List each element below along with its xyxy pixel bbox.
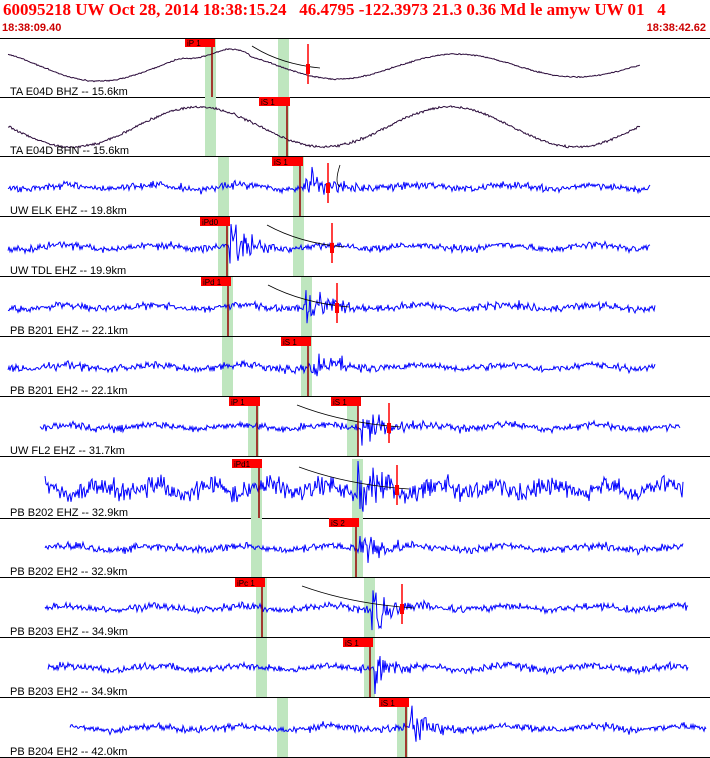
channel-label: UW TDL EHZ -- 19.9km bbox=[10, 265, 126, 277]
pick-label: iP 1 bbox=[231, 398, 245, 407]
pick-label: iPc 1 bbox=[237, 579, 255, 588]
pick-label: iS 1 bbox=[274, 158, 288, 167]
pick-box bbox=[259, 97, 290, 106]
amplitude-marker bbox=[387, 423, 391, 433]
pick-label: iP 1 bbox=[187, 39, 201, 48]
pick-box bbox=[331, 397, 361, 406]
event-title: 60095218 UW Oct 28, 2014 18:38:15.24 46.… bbox=[3, 0, 666, 19]
pick-box bbox=[329, 518, 359, 527]
trace-waveform bbox=[7, 224, 651, 264]
start-time: 18:38:09.40 bbox=[2, 22, 62, 34]
pick-label: iS 1 bbox=[283, 338, 297, 347]
amplitude-marker bbox=[330, 243, 334, 253]
pick-window bbox=[397, 698, 408, 758]
pick-box bbox=[232, 459, 262, 468]
moveout-curve bbox=[267, 284, 350, 308]
pick-window bbox=[205, 97, 216, 157]
pick-window bbox=[205, 38, 216, 98]
amplitude-marker bbox=[306, 64, 310, 74]
channel-label: UW ELK EHZ -- 19.8km bbox=[10, 205, 127, 217]
trace-waveform bbox=[69, 705, 707, 742]
channel-label: PB B201 EHZ -- 22.1km bbox=[10, 325, 128, 337]
pick-label: iS 1 bbox=[261, 98, 275, 107]
pick-label: iS 1 bbox=[333, 398, 347, 407]
header-bar: 60095218 UW Oct 28, 2014 18:38:15.24 46.… bbox=[0, 0, 710, 38]
pick-box bbox=[200, 217, 230, 226]
trace-waveform bbox=[44, 590, 689, 631]
trace-waveform bbox=[47, 655, 689, 695]
moveout-curve bbox=[251, 45, 321, 69]
channel-label: PB B201 EH2 -- 22.1km bbox=[10, 385, 127, 397]
pick-window bbox=[364, 578, 375, 638]
amplitude-marker bbox=[395, 485, 399, 495]
pick-label: iS 1 bbox=[381, 699, 395, 708]
channel-label: PB B204 EH2 -- 42.0km bbox=[10, 746, 127, 758]
pick-window bbox=[251, 459, 262, 519]
pick-box bbox=[272, 157, 303, 166]
trace-waveform bbox=[7, 290, 656, 324]
trace-waveform bbox=[39, 414, 681, 446]
pick-window bbox=[293, 217, 304, 277]
pick-label: iPd 1 bbox=[203, 278, 222, 287]
trace-waveform bbox=[44, 535, 684, 563]
pick-label: iPd1 bbox=[234, 460, 251, 469]
trace-waveform bbox=[7, 105, 641, 149]
pick-label: iPd0 bbox=[202, 218, 219, 227]
pick-window bbox=[218, 217, 229, 277]
trace-waveform bbox=[7, 166, 651, 195]
trace-waveform bbox=[7, 353, 656, 377]
moveout-curve bbox=[301, 585, 415, 609]
pick-window bbox=[251, 518, 262, 578]
pick-window bbox=[278, 97, 289, 157]
pick-box bbox=[379, 698, 409, 707]
channel-label: TA E04D BHN -- 15.6km bbox=[10, 145, 129, 157]
trace-waveform bbox=[7, 48, 641, 83]
pick-box bbox=[343, 638, 373, 647]
pick-box bbox=[229, 397, 260, 406]
amplitude-marker bbox=[400, 604, 404, 614]
pick-box bbox=[185, 38, 215, 47]
moveout-curve bbox=[336, 164, 341, 188]
channel-label: PB B202 EH2 -- 32.9km bbox=[10, 566, 127, 578]
pick-window bbox=[352, 518, 363, 578]
moveout-curve bbox=[266, 224, 345, 248]
pick-label: iS 2 bbox=[331, 519, 345, 528]
seismogram-panel: iP 1 TA E04D BHZ -- 15.6km iS 1 TA E04D BHN… bbox=[0, 38, 710, 758]
end-time: 18:38:42.62 bbox=[646, 22, 706, 34]
channel-label: UW FL2 EHZ -- 31.7km bbox=[10, 445, 125, 457]
pick-box bbox=[235, 578, 265, 587]
amplitude-marker bbox=[335, 303, 339, 313]
channel-label: PB B203 EHZ -- 34.9km bbox=[10, 626, 128, 638]
pick-box bbox=[201, 277, 231, 286]
channel-label: TA E04D BHZ -- 15.6km bbox=[10, 86, 128, 98]
amplitude-marker bbox=[326, 183, 330, 193]
channel-label: PB B203 EH2 -- 34.9km bbox=[10, 686, 127, 698]
pick-label: iS 1 bbox=[345, 639, 359, 648]
trace-waveform bbox=[44, 460, 684, 512]
pick-box bbox=[281, 337, 311, 346]
channel-label: PB B202 EHZ -- 32.9km bbox=[10, 507, 128, 519]
